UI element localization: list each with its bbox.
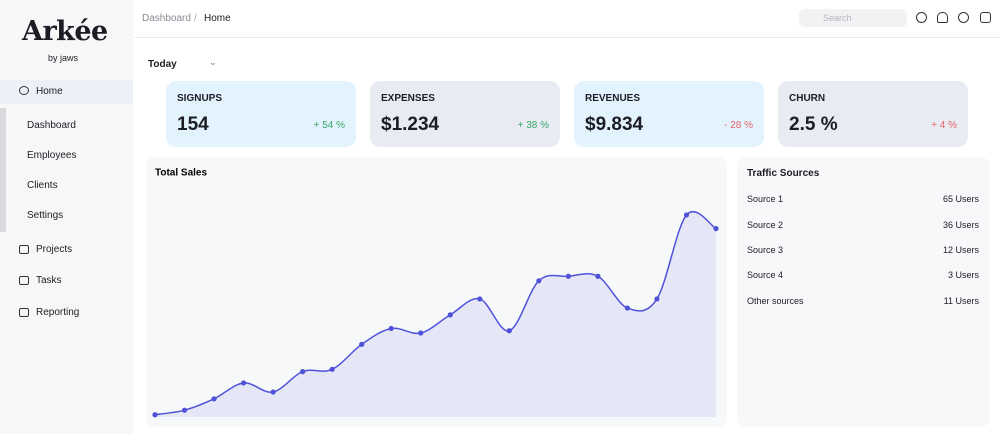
point xyxy=(506,328,512,334)
nav-subitem[interactable]: Dashboard xyxy=(27,120,76,131)
submenu-bar xyxy=(0,108,6,232)
stat-label: CHURN xyxy=(789,93,826,104)
traffic-row: Source 1 65 Users xyxy=(747,194,979,204)
breadcrumb: Home xyxy=(204,13,231,24)
stat-change: + 4 % xyxy=(931,120,957,131)
search[interactable]: Search xyxy=(799,9,907,27)
area xyxy=(155,211,716,417)
divider xyxy=(134,37,1000,38)
icon xyxy=(19,276,29,285)
stat-change: + 54 % xyxy=(313,120,345,131)
point xyxy=(477,296,483,302)
stat-value: 2.5 % xyxy=(789,114,838,135)
traffic-row: Source 2 36 Users xyxy=(747,220,979,230)
sidebar: Arkée by jaws Home Dashboard Employees C… xyxy=(0,0,133,434)
stat-label: EXPENSES xyxy=(381,93,435,104)
point xyxy=(418,330,424,336)
filter[interactable]: Today xyxy=(148,59,177,70)
source: Other sources xyxy=(747,296,804,306)
stat-card: SIGNUPS 154 + 54 % xyxy=(166,81,356,147)
users: 12 Users xyxy=(942,245,979,255)
notify-button[interactable] xyxy=(937,12,948,23)
traffic-row: Source 4 3 Users xyxy=(747,270,979,280)
logo-sub: by jaws xyxy=(48,53,79,63)
nav-subitem[interactable]: Employees xyxy=(27,150,77,161)
point xyxy=(329,366,335,372)
point xyxy=(536,278,542,284)
users: 36 Users xyxy=(942,220,979,230)
traffic-row: Other sources 11 Users xyxy=(747,296,979,306)
stat-change: - 28 % xyxy=(724,120,753,131)
point xyxy=(683,212,690,218)
point xyxy=(595,273,601,279)
stat-label: REVENUES xyxy=(585,93,641,104)
stat-label: SIGNUPS xyxy=(177,93,223,104)
panel-title: Traffic Sources xyxy=(747,168,820,179)
stat-card: CHURN 2.5 % + 4 % xyxy=(778,81,968,147)
stat-value: 154 xyxy=(177,114,209,135)
stat-value: $9.834 xyxy=(585,114,644,135)
point xyxy=(211,396,217,402)
icon xyxy=(19,245,29,254)
source: Source 1 xyxy=(747,194,784,204)
stat-card: REVENUES $9.834 - 28 % xyxy=(574,81,764,147)
point xyxy=(565,273,571,279)
nav-item[interactable]: Projects xyxy=(36,244,73,255)
nav-item[interactable]: Home xyxy=(36,86,63,97)
source: Source 3 xyxy=(747,245,784,255)
stat-card: EXPENSES $1.234 + 38 % xyxy=(370,81,560,147)
history-button[interactable] xyxy=(958,12,969,23)
icon xyxy=(19,86,29,95)
traffic-row: Source 3 12 Users xyxy=(747,245,979,255)
point xyxy=(270,389,276,395)
breadcrumb[interactable]: Dashboard xyxy=(142,13,191,24)
point xyxy=(152,412,158,418)
nav-item[interactable]: Reporting xyxy=(36,307,80,318)
point xyxy=(447,312,453,318)
point xyxy=(240,380,247,386)
dropdown-arrow[interactable]: ⌄ xyxy=(209,57,217,67)
icon xyxy=(19,308,29,317)
point xyxy=(181,407,188,413)
users: 3 Users xyxy=(947,270,979,280)
point xyxy=(300,369,306,375)
source: Source 2 xyxy=(747,220,784,230)
point xyxy=(713,225,719,232)
nav-subitem[interactable]: Settings xyxy=(27,210,64,221)
source: Source 4 xyxy=(747,270,784,280)
users: 65 Users xyxy=(942,194,979,204)
chart: Total Sales xyxy=(146,157,727,427)
point xyxy=(359,341,365,347)
stat-change: + 38 % xyxy=(517,120,549,131)
logo: Arkée xyxy=(22,16,108,47)
point xyxy=(624,305,631,311)
chart-title: Total Sales xyxy=(155,168,207,179)
panel-button[interactable] xyxy=(980,12,991,23)
point xyxy=(388,325,394,332)
traffic-panel xyxy=(737,157,989,427)
nav-item[interactable]: Tasks xyxy=(36,275,62,286)
users: 11 Users xyxy=(943,296,979,306)
separator: / xyxy=(194,13,197,24)
theme-button[interactable] xyxy=(916,12,927,23)
stat-value: $1.234 xyxy=(381,114,440,135)
search-placeholder: Search xyxy=(823,13,852,23)
point xyxy=(654,296,660,302)
nav-subitem[interactable]: Clients xyxy=(27,180,58,191)
